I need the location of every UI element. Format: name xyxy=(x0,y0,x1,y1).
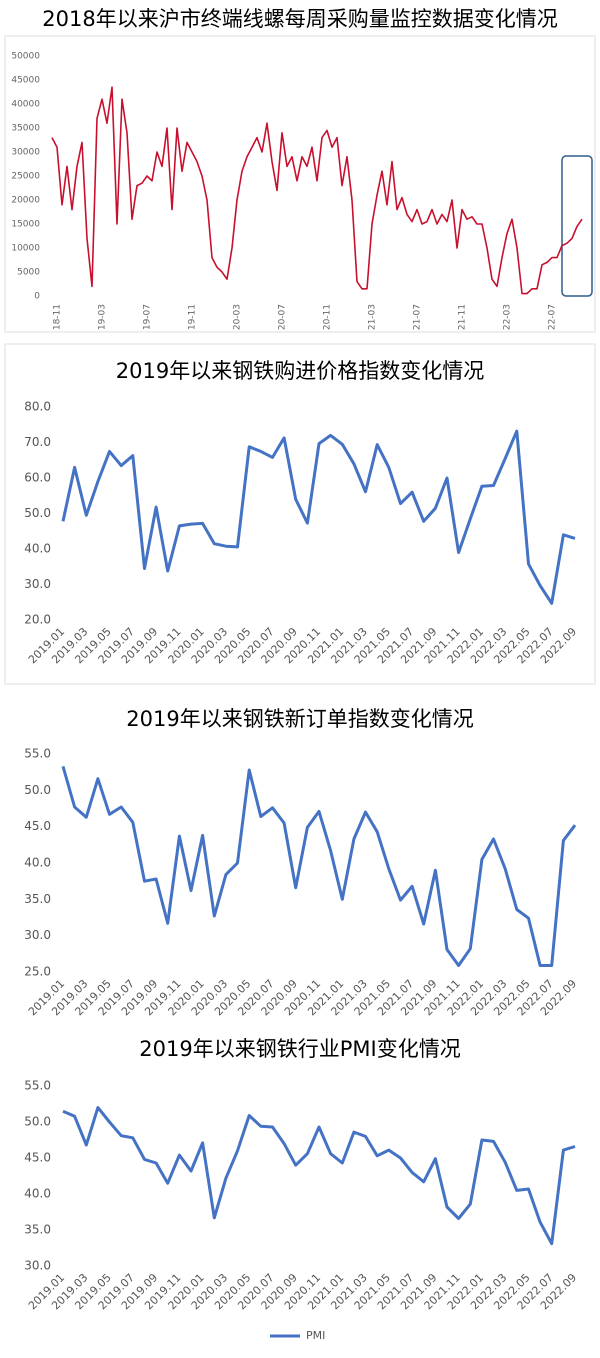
x-tick-label: 22-03 xyxy=(503,304,513,330)
y-tick-label: 35.0 xyxy=(24,892,51,906)
y-tick-label: 35.0 xyxy=(24,1223,51,1237)
chart-title: 2019年以来钢铁新订单指数变化情况 xyxy=(126,707,473,731)
y-tick-label: 55.0 xyxy=(24,747,51,761)
y-tick-label: 5000 xyxy=(17,268,40,278)
y-tick-label: 20000 xyxy=(11,196,40,206)
y-tick-label: 0 xyxy=(34,292,40,302)
y-tick-label: 40000 xyxy=(11,100,40,110)
panel-frame xyxy=(4,343,596,685)
chart-title: 2018年以来沪市终端线螺每周采购量监控数据变化情况 xyxy=(42,7,557,31)
x-tick-label: 20-03 xyxy=(233,304,243,330)
y-tick-label: 50.0 xyxy=(24,783,51,797)
chart-title: 2019年以来钢铁购进价格指数变化情况 xyxy=(116,359,484,383)
x-tick-label: 21-11 xyxy=(458,304,468,330)
y-tick-label: 20.0 xyxy=(24,613,51,627)
panel-frame xyxy=(4,35,596,333)
y-tick-label: 55.0 xyxy=(24,1079,51,1093)
y-tick-label: 50.0 xyxy=(24,506,51,520)
data-line xyxy=(62,1106,576,1246)
data-line xyxy=(61,765,577,967)
x-tick-label: 21-03 xyxy=(368,304,378,330)
y-tick-label: 15000 xyxy=(11,220,40,230)
data-line xyxy=(51,86,583,295)
x-tick-label: 19-03 xyxy=(98,304,108,330)
y-tick-label: 30.0 xyxy=(24,577,51,591)
y-tick-label: 25000 xyxy=(11,172,40,182)
data-line xyxy=(61,429,576,605)
x-tick-label: 20-11 xyxy=(323,304,333,330)
y-tick-label: 30.0 xyxy=(24,928,51,942)
y-tick-label: 80.0 xyxy=(24,400,51,414)
y-tick-label: 40.0 xyxy=(24,856,51,870)
x-tick-label: 19-07 xyxy=(143,304,153,330)
x-tick-label: 19-11 xyxy=(188,304,198,330)
y-tick-label: 30000 xyxy=(11,148,40,158)
x-tick-label: 18-11 xyxy=(53,304,63,330)
legend-label: PMI xyxy=(306,1329,325,1342)
y-tick-label: 10000 xyxy=(11,244,40,254)
y-tick-label: 45.0 xyxy=(24,1151,51,1165)
y-tick-label: 30.0 xyxy=(24,1259,51,1273)
y-tick-label: 40.0 xyxy=(24,542,51,556)
y-tick-label: 45.0 xyxy=(24,819,51,833)
y-tick-label: 60.0 xyxy=(24,471,51,485)
y-tick-label: 25.0 xyxy=(24,965,51,979)
y-tick-label: 45000 xyxy=(11,76,40,86)
y-tick-label: 40.0 xyxy=(24,1187,51,1201)
y-tick-label: 70.0 xyxy=(24,435,51,449)
chart-title: 2019年以来钢铁行业PMI变化情况 xyxy=(139,1037,460,1061)
x-tick-label: 20-07 xyxy=(278,304,288,330)
x-tick-label: 21-07 xyxy=(413,304,423,330)
y-tick-label: 50000 xyxy=(11,52,40,62)
highlight-box xyxy=(561,155,593,297)
x-tick-label: 22-07 xyxy=(548,304,558,330)
y-tick-label: 35000 xyxy=(11,124,40,134)
y-tick-label: 50.0 xyxy=(24,1115,51,1129)
